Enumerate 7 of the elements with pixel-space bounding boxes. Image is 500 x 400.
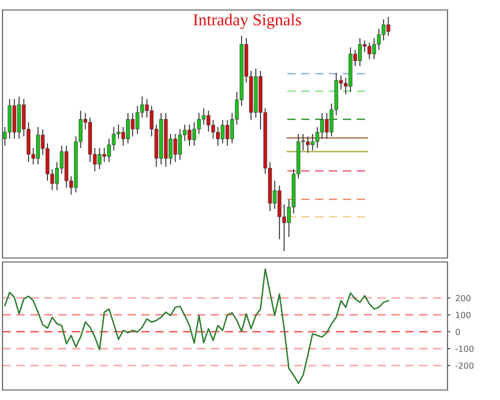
y-tick-label: -200 <box>456 362 474 369</box>
line-series <box>4 268 390 384</box>
y-tick-label: 100 <box>456 312 470 318</box>
y-tick-label: 200 <box>456 294 470 302</box>
y-tick-label: -100 <box>456 346 474 352</box>
y-tick-label: 0 <box>456 328 460 336</box>
chart-title: Intraday Signals <box>193 14 302 29</box>
